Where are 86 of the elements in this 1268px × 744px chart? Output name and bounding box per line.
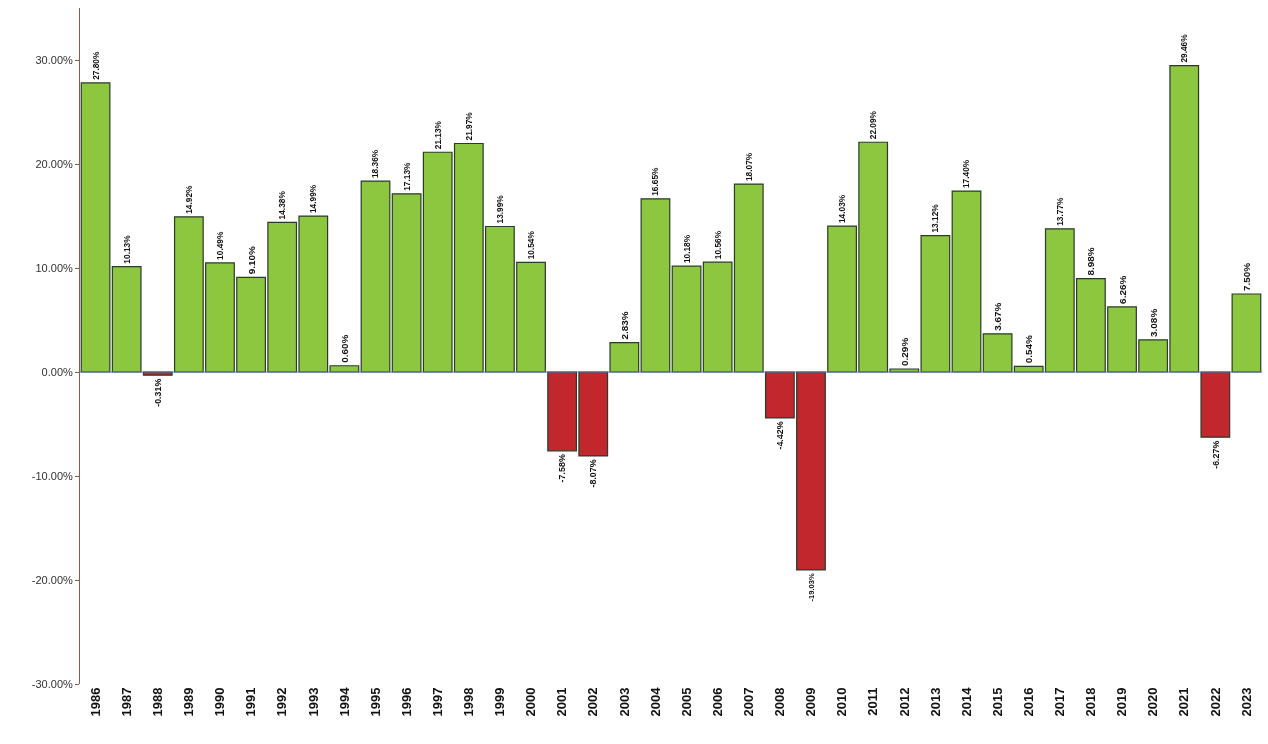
data-label: 10.49% xyxy=(214,231,225,260)
x-tick-label: 2013 xyxy=(927,687,943,717)
data-label: 17.13% xyxy=(401,161,412,191)
x-tick-label: 2007 xyxy=(740,687,756,717)
y-tick-label: 20.00% xyxy=(35,157,74,170)
data-label: -8.07% xyxy=(588,459,599,488)
x-tick-label: 2004 xyxy=(647,686,663,717)
x-tick-label: 1988 xyxy=(149,687,165,717)
data-label: 22.09% xyxy=(868,110,879,140)
data-label: 13.99% xyxy=(494,194,505,224)
data-label: 14.38% xyxy=(277,190,288,220)
x-tick-label: 2022 xyxy=(1207,687,1223,717)
data-label: 10.56% xyxy=(712,230,723,260)
data-label: 13.77% xyxy=(1054,196,1065,226)
bar xyxy=(360,180,391,373)
x-tick-label: 1999 xyxy=(492,687,508,717)
x-tick-label: 2011 xyxy=(865,687,881,716)
bar xyxy=(1200,371,1231,438)
data-label: 18.36% xyxy=(370,149,381,179)
data-label: 3.67% xyxy=(992,302,1004,331)
x-tick-label: 2001 xyxy=(554,687,570,717)
x-tick-label: 1990 xyxy=(212,687,228,717)
y-tick-label: 30.00% xyxy=(35,53,74,66)
data-label: 2.83% xyxy=(618,311,630,340)
data-label: -7.58% xyxy=(557,454,568,483)
data-label: 9.10% xyxy=(245,246,257,275)
x-tick-label: 1986 xyxy=(87,687,103,717)
x-tick-label: 2014 xyxy=(958,686,974,717)
x-tick-label: 1992 xyxy=(274,687,290,717)
data-label: -0.31% xyxy=(152,378,163,407)
x-tick-label: 2018 xyxy=(1083,687,1099,717)
x-tick-label: 1991 xyxy=(243,687,259,717)
bar xyxy=(1231,293,1262,373)
x-tick-label: 2000 xyxy=(523,687,539,717)
x-tick-label: 2015 xyxy=(989,687,1005,717)
x-tick-label: 2003 xyxy=(616,687,632,717)
data-label: 21.13% xyxy=(432,120,443,150)
data-label: 13.12% xyxy=(930,203,941,233)
data-label: 16.65% xyxy=(650,166,661,196)
data-label: 10.18% xyxy=(681,234,692,264)
y-tick-label: 10.00% xyxy=(35,261,74,274)
data-label: 10.54% xyxy=(526,230,536,260)
data-label: 14.99% xyxy=(308,184,319,214)
data-label: 17.40% xyxy=(961,159,972,189)
data-label: 18.07% xyxy=(743,152,754,182)
data-label: 3.08% xyxy=(1147,308,1159,337)
x-tick-label: 2008 xyxy=(772,687,788,717)
x-tick-label: 2005 xyxy=(678,687,694,717)
x-tick-label: 2006 xyxy=(709,687,725,717)
data-label: 29.46% xyxy=(1179,33,1190,63)
y-tick-label: -10.00% xyxy=(31,469,74,482)
x-tick-label: 2019 xyxy=(1114,687,1130,717)
x-tick-label: 2021 xyxy=(1176,687,1192,717)
data-label: 0.29% xyxy=(898,337,910,366)
data-label: 14.92% xyxy=(183,184,194,214)
bar xyxy=(951,190,982,373)
data-label: 7.50% xyxy=(1241,262,1253,291)
x-tick-label: 2010 xyxy=(834,687,850,717)
x-tick-label: 2009 xyxy=(803,687,819,717)
x-tick-label: 1987 xyxy=(118,687,134,717)
x-tick-label: 2016 xyxy=(1020,687,1036,717)
data-label: 21.97% xyxy=(463,111,474,141)
data-label: 10.13% xyxy=(121,234,132,264)
data-label: -4.42% xyxy=(775,421,786,450)
x-tick-label: 1995 xyxy=(367,687,383,717)
x-tick-label: 1996 xyxy=(398,687,414,717)
y-tick-label: -30.00% xyxy=(31,677,74,690)
data-label: 14.03% xyxy=(837,194,848,224)
x-tick-label: 1997 xyxy=(429,687,445,717)
data-label: 27.80% xyxy=(90,51,101,80)
x-tick-label: 2020 xyxy=(1145,687,1161,717)
x-tick-label: 2023 xyxy=(1238,687,1254,717)
x-tick-label: 2012 xyxy=(896,687,912,717)
x-tick-label: 1989 xyxy=(181,687,197,717)
x-tick-label: 2017 xyxy=(1052,687,1068,717)
data-label: 6.26% xyxy=(1116,275,1128,304)
x-tick-label: 1993 xyxy=(305,687,321,717)
data-label: 8.98% xyxy=(1085,247,1097,276)
data-label: -6.27% xyxy=(1210,440,1221,469)
data-label: 0.60% xyxy=(338,334,350,363)
x-tick-label: 1994 xyxy=(336,686,352,717)
x-tick-label: 2002 xyxy=(585,687,601,717)
y-tick-label: -20.00% xyxy=(31,573,74,586)
y-tick-label: 0.00% xyxy=(41,365,74,378)
x-tick-label: 1998 xyxy=(461,687,477,717)
data-label: 0.54% xyxy=(1023,335,1035,364)
